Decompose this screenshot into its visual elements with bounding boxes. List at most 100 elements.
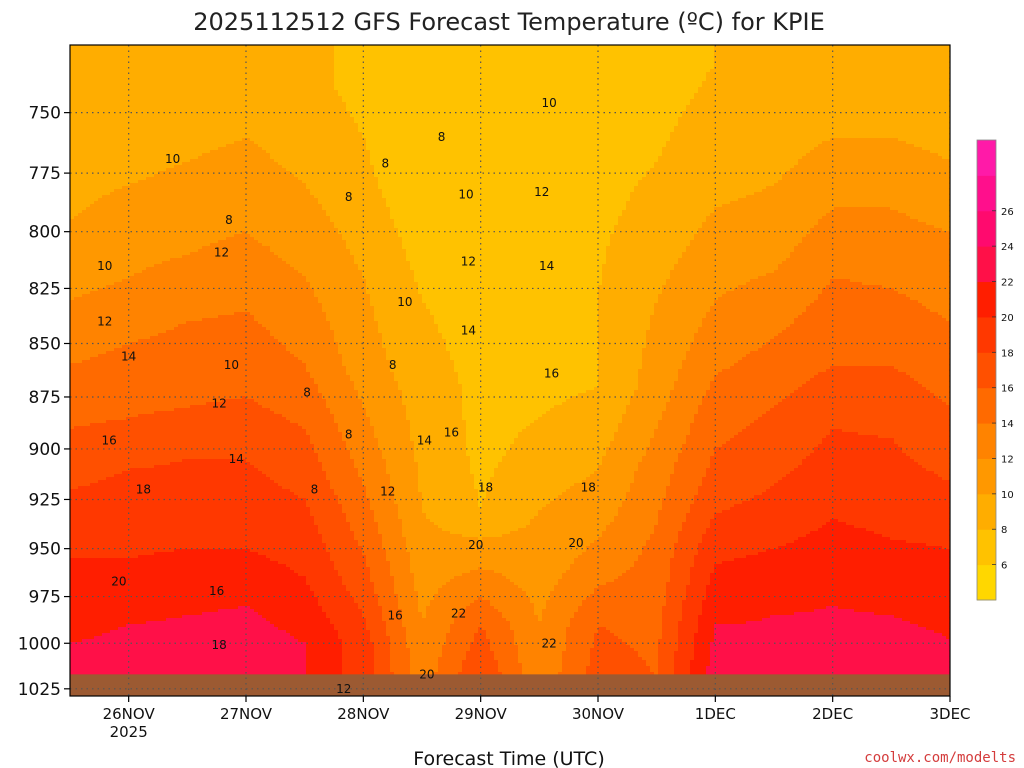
temperature-cell xyxy=(70,99,75,103)
temperature-cell xyxy=(82,165,87,169)
temperature-cell xyxy=(90,471,95,475)
temperature-cell xyxy=(74,216,79,220)
temperature-cell xyxy=(86,267,91,271)
temperature-cell xyxy=(90,393,95,397)
temperature-cell xyxy=(90,126,95,130)
temperature-cell xyxy=(94,285,99,289)
temperature-cell xyxy=(90,414,95,418)
temperature-cell xyxy=(86,48,91,52)
temperature-cell xyxy=(86,525,91,529)
temperature-cell xyxy=(82,327,87,331)
temperature-cell xyxy=(86,501,91,505)
temperature-cell xyxy=(70,663,75,667)
temperature-cell xyxy=(82,669,87,673)
temperature-cell xyxy=(86,645,91,649)
temperature-cell xyxy=(70,567,75,571)
temperature-cell xyxy=(70,150,75,154)
temperature-cell xyxy=(78,216,83,220)
temperature-cell xyxy=(90,81,95,85)
temperature-cell xyxy=(86,477,91,481)
temperature-cell xyxy=(78,636,83,640)
temperature-cell xyxy=(94,294,99,298)
temperature-cell xyxy=(74,672,79,676)
temperature-cell xyxy=(94,201,99,205)
temperature-cell xyxy=(94,309,99,313)
temperature-cell xyxy=(78,552,83,556)
temperature-cell xyxy=(78,51,83,55)
temperature-cell xyxy=(78,285,83,289)
temperature-cell xyxy=(82,510,87,514)
temperature-cell xyxy=(74,597,79,601)
temperature-cell xyxy=(90,228,95,232)
temperature-cell xyxy=(94,435,99,439)
temperature-cell xyxy=(74,246,79,250)
temperature-cell xyxy=(90,120,95,124)
temperature-cell xyxy=(70,270,75,274)
temperature-cell xyxy=(78,660,83,664)
temperature-cell xyxy=(82,588,87,592)
temperature-cell xyxy=(70,537,75,541)
temperature-cell xyxy=(74,48,79,52)
temperature-cell xyxy=(94,654,99,658)
temperature-cell xyxy=(82,78,87,82)
temperature-cell xyxy=(86,324,91,328)
temperature-cell xyxy=(86,225,91,229)
temperature-cell xyxy=(74,330,79,334)
temperature-cell xyxy=(90,180,95,184)
temperature-cell xyxy=(94,453,99,457)
temperature-cell xyxy=(90,63,95,67)
temperature-cell xyxy=(94,249,99,253)
temperature-cell xyxy=(94,408,99,412)
temperature-cell xyxy=(90,636,95,640)
temperature-cell xyxy=(78,234,83,238)
temperature-cell xyxy=(90,267,95,271)
temperature-cell xyxy=(78,81,83,85)
temperature-cell xyxy=(98,300,103,304)
temperature-cell xyxy=(82,357,87,361)
temperature-cell xyxy=(94,351,99,355)
temperature-cell xyxy=(90,303,95,307)
temperature-cell xyxy=(82,168,87,172)
temperature-cell xyxy=(74,486,79,490)
temperature-cell xyxy=(70,111,75,115)
temperature-cell xyxy=(90,405,95,409)
temperature-cell xyxy=(90,273,95,277)
temperature-cell xyxy=(70,177,75,181)
temperature-cell xyxy=(74,102,79,106)
temperature-cell xyxy=(94,426,99,430)
temperature-cell xyxy=(74,162,79,166)
temperature-cell xyxy=(82,261,87,265)
temperature-cell xyxy=(82,402,87,406)
temperature-cell xyxy=(86,672,91,676)
temperature-cell xyxy=(90,315,95,319)
temperature-cell xyxy=(102,87,107,91)
temperature-cell xyxy=(74,615,79,619)
temperature-cell xyxy=(86,66,91,70)
temperature-cell xyxy=(82,87,87,91)
temperature-cell xyxy=(90,402,95,406)
temperature-cell xyxy=(90,582,95,586)
temperature-cell xyxy=(82,285,87,289)
temperature-cell xyxy=(94,171,99,175)
temperature-cell xyxy=(86,342,91,346)
temperature-cell xyxy=(82,216,87,220)
temperature-cell xyxy=(70,570,75,574)
temperature-cell xyxy=(102,285,107,289)
temperature-cell xyxy=(70,45,75,49)
temperature-cell xyxy=(74,570,79,574)
temperature-cell xyxy=(102,153,107,157)
temperature-cell xyxy=(98,450,103,454)
temperature-cell xyxy=(78,330,83,334)
temperature-cell xyxy=(70,669,75,673)
temperature-cell xyxy=(102,192,107,196)
temperature-cell xyxy=(90,663,95,667)
temperature-cell xyxy=(90,255,95,259)
temperature-cell xyxy=(82,522,87,526)
temperature-cell xyxy=(74,291,79,295)
temperature-cell xyxy=(78,63,83,67)
temperature-cell xyxy=(94,540,99,544)
temperature-cell xyxy=(70,102,75,106)
temperature-cell xyxy=(82,483,87,487)
temperature-cell xyxy=(78,417,83,421)
temperature-cell xyxy=(78,393,83,397)
